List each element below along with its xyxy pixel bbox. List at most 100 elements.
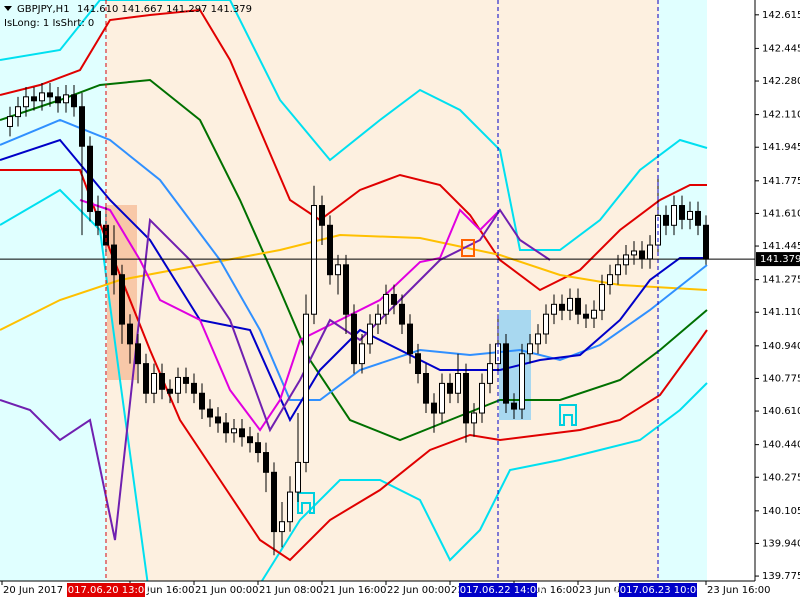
candle-body — [551, 303, 557, 315]
candle-body — [15, 106, 21, 118]
candle-body — [423, 373, 429, 404]
candle-body — [343, 264, 349, 315]
y-tick-label: 140.275 — [762, 472, 800, 483]
y-tick-label: 139.775 — [762, 571, 800, 582]
candle-body — [7, 116, 13, 127]
oscillator — [79, 199, 501, 432]
candle-body — [431, 402, 437, 414]
candle-body — [359, 343, 365, 365]
candle-body — [247, 436, 253, 444]
zone-bg — [107, 0, 659, 581]
marker-label-bg — [459, 583, 537, 597]
candle-body — [175, 376, 181, 394]
candle-body — [487, 363, 493, 384]
candle-body — [471, 412, 477, 424]
candle-body — [439, 382, 445, 414]
marker-label-bg — [67, 583, 145, 597]
y-tick-label: 141.445 — [762, 241, 800, 252]
candle-body — [143, 363, 149, 394]
x-tick-label: 23 Jun 00:00 — [579, 585, 643, 596]
price-axis-bg — [755, 0, 800, 600]
candle-body — [447, 382, 453, 394]
y-tick-label: 140.105 — [762, 506, 800, 517]
candle-body — [71, 94, 77, 108]
arrow-up — [559, 404, 577, 426]
band-inner — [0, 169, 708, 562]
candle-body — [639, 250, 645, 260]
y-tick-label: 140.940 — [762, 341, 800, 352]
x-tick-label: 20 Jun 2017 — [3, 585, 63, 596]
candle-body — [31, 96, 37, 102]
candle-body — [79, 106, 85, 147]
time-axis-bg — [0, 581, 800, 600]
marker-label: 2017.06.23 10:00 — [613, 585, 702, 596]
candle-body — [607, 274, 613, 286]
y-tick-label: 141.610 — [762, 208, 800, 219]
candle-body — [311, 205, 317, 315]
y-tick-label: 140.610 — [762, 406, 800, 417]
candle-body — [303, 313, 309, 463]
x-tick-label: 21 Jun 00:00 — [195, 585, 259, 596]
candle-body — [287, 491, 293, 523]
candle-body — [463, 373, 469, 424]
candle-body — [407, 323, 413, 355]
candle-body — [599, 284, 605, 311]
middle-line — [0, 78, 708, 442]
marker-label: 2017.06.22 14:00 — [453, 585, 542, 596]
price-label: 141.379 — [760, 254, 800, 265]
candle-body — [559, 303, 565, 311]
candle-body — [191, 382, 197, 394]
candle-body — [383, 293, 389, 315]
y-tick-label: 140.440 — [762, 440, 800, 451]
band-outer — [0, 0, 708, 251]
candle-body — [63, 94, 69, 104]
x-tick-label: 23 Jun 16:00 — [707, 585, 771, 596]
y-tick-label: 142.110 — [762, 110, 800, 121]
x-tick-label: 21 Jun 16:00 — [323, 585, 387, 596]
candle-body — [367, 323, 373, 345]
marker-label-bg — [619, 583, 697, 597]
arrow-up — [297, 492, 315, 514]
candle-body — [679, 205, 685, 220]
candle-body — [167, 388, 173, 394]
candle-body — [671, 205, 677, 226]
candle-body — [703, 224, 709, 260]
candle-body — [319, 205, 325, 226]
candle-body — [55, 96, 61, 104]
candle-body — [575, 297, 581, 315]
symbol: GBPJPY,H1 — [17, 4, 70, 15]
candle-body — [119, 274, 125, 325]
arrow-down — [461, 239, 475, 257]
menu-arrow[interactable] — [4, 6, 12, 11]
candle-body — [631, 250, 637, 256]
quote: 141.610 141.667 141.297 141.379 — [77, 4, 252, 15]
candle-body — [623, 254, 629, 266]
candle-body — [351, 313, 357, 365]
candle-body — [479, 382, 485, 414]
candle-body — [127, 323, 133, 345]
candle-body — [503, 343, 509, 404]
candle-body — [255, 442, 261, 454]
y-tick-label: 142.280 — [762, 76, 800, 87]
candle-body — [615, 264, 621, 276]
candle-body — [535, 333, 541, 345]
candle-body — [591, 309, 597, 319]
y-tick-label: 140.775 — [762, 373, 800, 384]
candle-body — [327, 224, 333, 276]
candle-body — [455, 373, 461, 394]
candle-body — [207, 408, 213, 418]
candle-body — [335, 264, 341, 276]
candle-body — [511, 402, 517, 410]
y-tick-label: 141.110 — [762, 307, 800, 318]
indicators — [0, 0, 708, 600]
candle-body — [527, 343, 533, 355]
fast-ma — [0, 118, 708, 401]
candle-body — [543, 313, 549, 335]
candle-body — [23, 96, 29, 108]
y-tick-label: 142.445 — [762, 43, 800, 54]
x-tick-label: 20 Jun 16:00 — [131, 585, 195, 596]
x-tick-label: 22 Jun 16:00 — [515, 585, 579, 596]
oscillator — [0, 208, 551, 541]
candle-body — [39, 92, 45, 102]
